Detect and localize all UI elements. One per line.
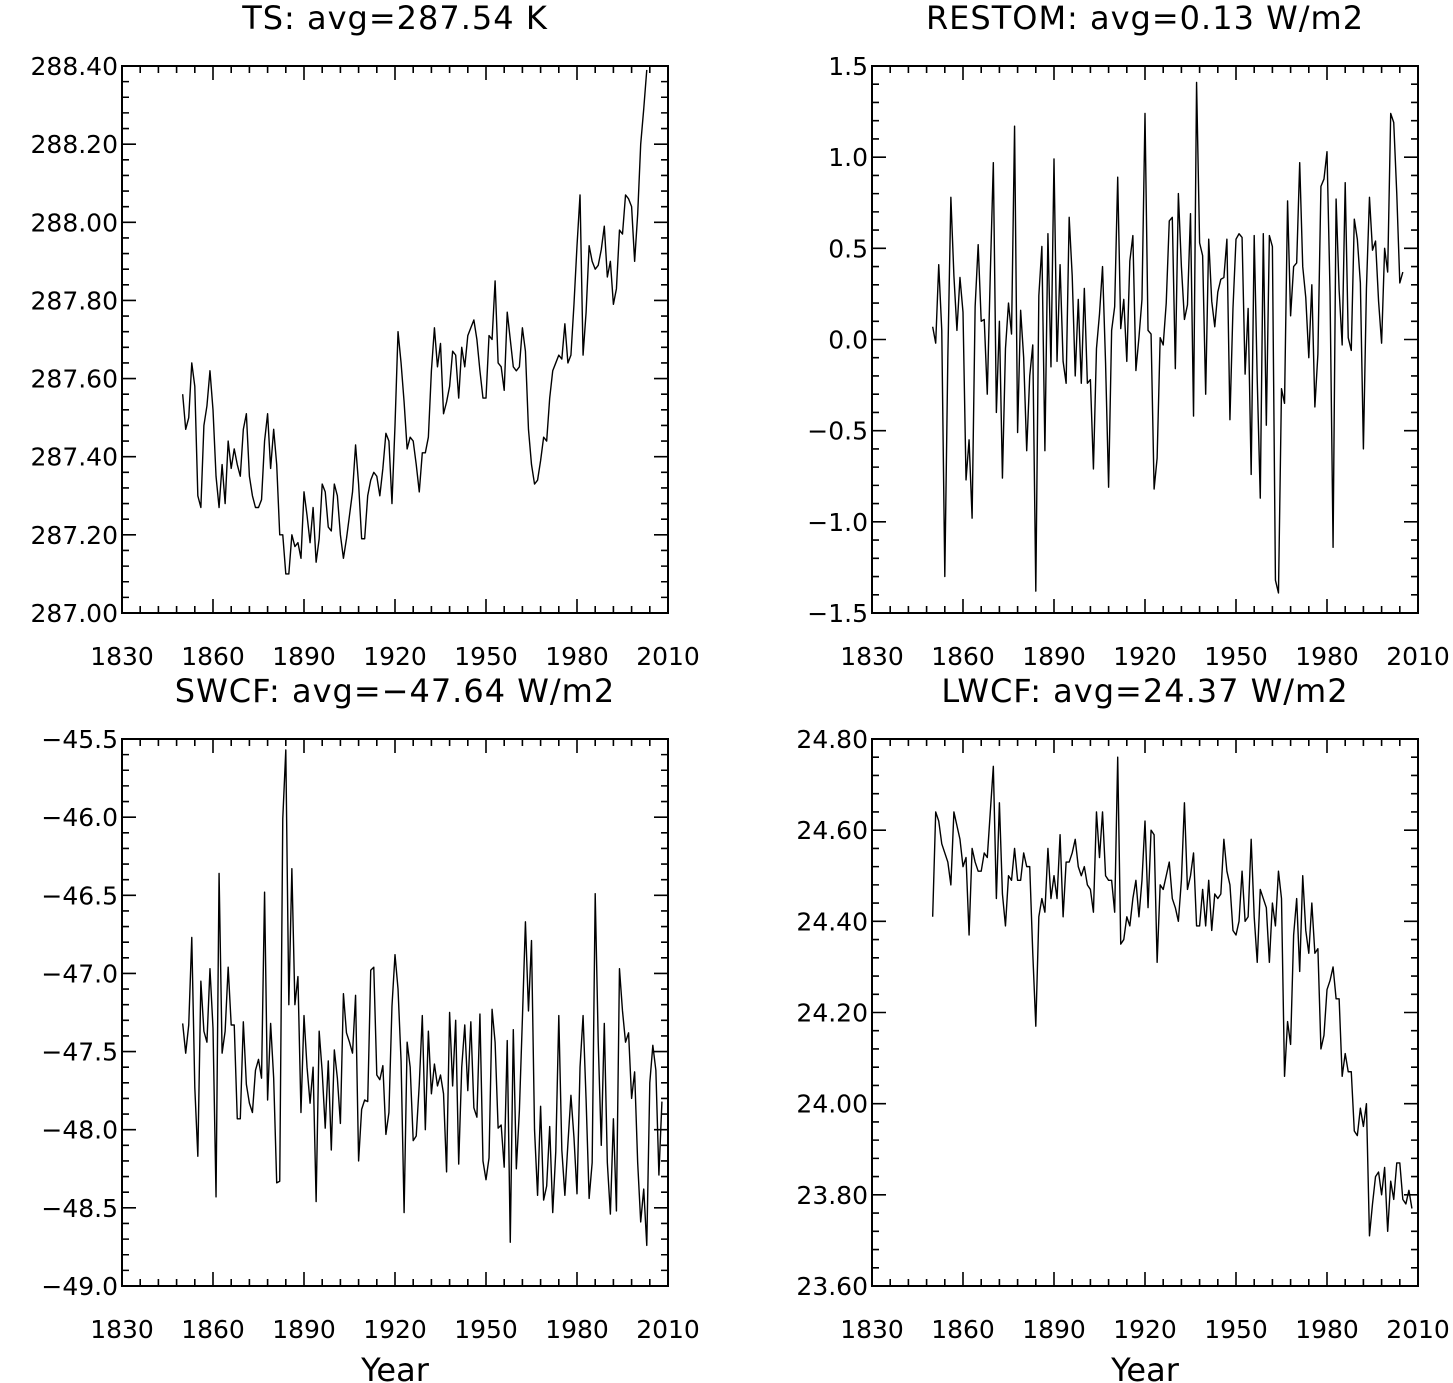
x-tick-label: 1950 [1204,642,1268,671]
y-tick-label: 24.40 [796,907,868,936]
y-tick-label: 24.60 [796,816,868,845]
y-tick-label: 287.00 [31,599,118,628]
x-tick-label: 1830 [90,642,154,671]
x-tick-label: 1890 [1022,1315,1086,1344]
x-tick-label: 1980 [1295,642,1359,671]
x-tick-label: 1920 [363,642,427,671]
y-tick-label: −1.5 [807,599,868,628]
x-tick-label: 1890 [272,1315,336,1344]
y-tick-label: −47.0 [41,959,118,988]
y-tick-label: 288.20 [31,130,118,159]
x-tick-label: 1950 [1204,1315,1268,1344]
y-tick-label: −48.5 [41,1194,118,1223]
x-tick-label: 1890 [1022,642,1086,671]
plot-frame [121,738,669,1287]
x-axis-label: Year [1110,1351,1180,1383]
y-tick-label: −46.5 [41,881,118,910]
series-line [931,81,1404,594]
chart-title: LWCF: avg=24.37 W/m2 [941,672,1348,710]
x-tick-label: 1920 [363,1315,427,1344]
y-tick-label: 23.80 [796,1181,868,1210]
x-tick-label: 1830 [840,642,904,671]
series-line [181,749,663,1247]
axis-ticks [121,738,669,1287]
series-line [181,69,648,575]
y-tick-label: −1.0 [807,508,868,537]
x-tick-label: 1860 [931,642,995,671]
plot-frame [871,65,1419,614]
y-tick-label: 288.40 [31,52,118,81]
x-tick-label: 2010 [1386,1315,1450,1344]
x-tick-label: 1860 [181,642,245,671]
x-tick-label: 1830 [840,1315,904,1344]
y-tick-label: 1.5 [828,52,868,81]
x-tick-label: 1950 [454,642,518,671]
x-tick-label: 2010 [636,1315,700,1344]
y-tick-label: 287.60 [31,365,118,394]
y-tick-label: 287.20 [31,521,118,550]
y-tick-label: 0.5 [828,234,868,263]
y-tick-label: −45.5 [41,725,118,754]
chart-panel-4: LWCF: avg=24.37 W/m2 1830 1860 1890 1920 1950… [796,672,1449,1383]
y-tick-label: −49.0 [41,1272,118,1301]
x-tick-label: 1920 [1113,1315,1177,1344]
x-tick-label: 1980 [1295,1315,1359,1344]
chart-panel-1: TS: avg=287.54 K 1830 1860 1890 1920 1950 1980… [31,0,700,671]
y-tick-label: 288.00 [31,208,118,237]
y-tick-label: 24.20 [796,999,868,1028]
chart-panel-3: SWCF: avg=−47.64 W/m2 1830 1860 1890 1920 195… [41,672,699,1383]
x-tick-label: 1860 [181,1315,245,1344]
x-tick-label: 1890 [272,642,336,671]
x-axis-label: Year [360,1351,430,1383]
x-tick-label: 1920 [1113,642,1177,671]
y-tick-label: 287.40 [31,443,118,472]
y-tick-label: 287.80 [31,286,118,315]
chart-title: TS: avg=287.54 K [241,0,548,37]
plot-frame [871,738,1419,1287]
y-tick-label: −47.5 [41,1038,118,1067]
y-tick-label: −0.5 [807,417,868,446]
chart-title: RESTOM: avg=0.13 W/m2 [926,0,1364,37]
y-tick-label: 0.0 [828,326,868,355]
y-tick-label: 1.0 [828,143,868,172]
x-tick-label: 1980 [545,642,609,671]
y-tick-label: 24.80 [796,725,868,754]
y-tick-label: 24.00 [796,1090,868,1119]
plot-frame [121,65,669,614]
x-tick-label: 1830 [90,1315,154,1344]
axis-ticks [121,65,669,614]
chart-panel-2: RESTOM: avg=0.13 W/m2 1830 1860 1890 1920 195… [807,0,1450,671]
x-tick-label: 1980 [545,1315,609,1344]
x-tick-label: 2010 [1386,642,1450,671]
x-tick-label: 1860 [931,1315,995,1344]
x-tick-label: 2010 [636,642,700,671]
y-tick-label: 23.60 [796,1272,868,1301]
y-tick-label: −48.0 [41,1116,118,1145]
y-tick-label: −46.0 [41,803,118,832]
chart-title: SWCF: avg=−47.64 W/m2 [175,672,615,710]
series-line [931,756,1413,1237]
x-tick-label: 1950 [454,1315,518,1344]
